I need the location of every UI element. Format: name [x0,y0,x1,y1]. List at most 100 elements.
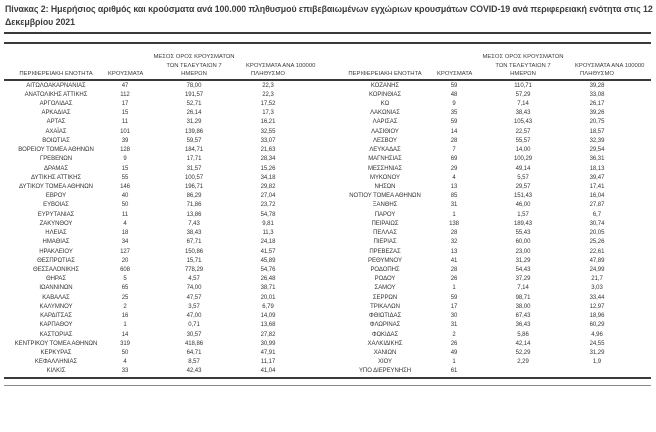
table-row: ΜΥΚΟΝΟΥ 4 5,57 39,47 [333,174,619,183]
avg7-cell: 13,86 [186,211,202,218]
avg7-cell: 7,43 [188,220,200,227]
avg7-cell: 55,43 [515,230,531,237]
avg7-cell: 26,14 [186,110,202,117]
per100k-cell: 18,96 [589,313,605,320]
column-header-per100k-line2: ΠΛΗΘΥΣΜΟ [251,70,285,77]
cases-cell: 28 [450,266,458,273]
cases-cell: 59 [450,294,458,301]
cases-cell: 14 [450,128,458,135]
region-cell: ΘΕΣΣΑΛΟΝΙΚΗΣ [32,266,80,273]
table-row: ΜΕΣΣΗΝΙΑΣ 29 49,14 18,13 [333,164,619,173]
region-cell: ΦΛΩΡΙΝΑΣ [369,322,401,329]
per100k-cell: 17,41 [589,184,605,191]
cases-cell: 61 [450,368,458,375]
region-cell: ΚΑΡΔΙΤΣΑΣ [40,313,72,320]
table-row: ΕΒΡΟΥ 40 86,29 27,04 [4,192,290,201]
cases-cell: 39 [121,137,129,144]
region-cell: ΚΑΡΠΑΘΟΥ [39,322,73,329]
region-cell: ΘΕΣΠΡΩΤΙΑΣ [37,257,75,264]
table-row: ΣΑΜΟΥ 1 7,14 3,03 [333,284,619,293]
region-cell: ΡΟΔΟΠΗΣ [370,266,400,273]
per100k-cell: 20,01 [260,294,276,301]
region-cell: ΓΡΕΒΕΝΩΝ [39,156,73,163]
table-row: ΝΗΣΩΝ 13 29,57 17,41 [333,183,619,192]
cases-cell: 30 [450,313,458,320]
per100k-cell: 54,76 [260,266,276,273]
region-cell: ΚΑΣΤΟΡΙΑΣ [39,331,73,338]
region-cell: ΠΙΕΡΙΑΣ [373,239,397,246]
region-cell: ΑΡΚΑΔΙΑΣ [41,110,71,117]
bottom-rule [4,377,651,380]
avg7-cell: 23,00 [515,248,531,255]
cases-cell: 1 [452,359,456,366]
avg7-cell: 98,71 [515,294,531,301]
region-cell: ΚΙΛΚΙΣ [46,368,66,375]
table-row: ΕΥΒΟΙΑΣ 50 71,86 23,72 [4,201,290,210]
table-header-left: ΠΕΡΙΦΕΡΕΙΑΚΗ ΕΝΟΤΗΤΑ ΚΡΟΥΣΜΑΤΑ ΜΕΣΟΣ ΟΡΟ… [4,45,315,79]
avg7-cell: 4,57 [188,276,200,283]
avg7-cell: 46,00 [515,202,531,209]
table-row: ΙΩΑΝΝΙΝΩΝ 65 74,00 38,71 [4,284,290,293]
per100k-cell: 32,55 [260,128,276,135]
cases-cell: 47 [121,82,129,89]
per100k-cell: 39,47 [589,174,605,181]
table-row: ΗΡΑΚΛΕΙΟΥ 127 150,86 41,57 [4,247,290,256]
table-row: ΠΙΕΡΙΑΣ 32 60,00 25,26 [333,238,619,247]
table-row: ΓΡΕΒΕΝΩΝ 9 17,71 28,34 [4,155,290,164]
cases-cell: 85 [450,193,458,200]
region-cell: ΚΑΒΑΛΑΣ [42,294,70,301]
table-body-right: ΚΟΖΑΝΗΣ 59 110,71 39,28 ΚΟΡΙΝΘΙΑΣ 48 57,29 33,0… [333,82,619,377]
avg7-cell: 67,43 [515,313,531,320]
per100k-cell: 38,71 [260,285,276,292]
table-row: ΚΩ 9 7,14 26,17 [333,100,619,109]
avg7-cell: 8,57 [188,359,200,366]
table-row: ΚΑΒΑΛΑΣ 25 47,57 20,01 [4,294,290,303]
region-cell: ΝΟΤΙΟΥ ΤΟΜΕΑ ΑΘΗΝΩΝ [349,193,421,200]
avg7-cell: 60,00 [515,239,531,246]
table-title: Πίνακας 2: Ημερήσιος αριθμός και κρούσμα… [5,4,653,27]
column-header-region: ΠΕΡΙΦΕΡΕΙΑΚΗ ΕΝΟΤΗΤΑ [348,70,422,77]
per100k-cell: 13,68 [260,322,276,329]
per100k-cell: 39,28 [589,82,605,89]
per100k-cell: 34,18 [260,174,276,181]
avg7-cell: 52,29 [515,349,531,356]
cases-cell: 31 [450,202,458,209]
table-row: ΚΑΡΠΑΘΟΥ 1 0,71 13,68 [4,321,290,330]
cases-cell: 14 [121,331,129,338]
table-row: ΚΙΛΚΙΣ 33 42,43 41,04 [4,367,290,376]
avg7-cell: 42,43 [186,368,202,375]
table-row: ΜΑΓΝΗΣΙΑΣ 69 100,29 36,31 [333,155,619,164]
column-header-cases: ΚΡΟΥΣΜΑΤΑ [437,70,473,77]
region-cell: ΦΘΙΩΤΙΔΑΣ [368,313,402,320]
avg7-cell: 151,43 [513,193,533,200]
table-row: ΛΑΣΙΘΙΟΥ 14 22,57 18,57 [333,128,619,137]
column-header-avg7-line1: ΜΕΣΟΣ ΟΡΟΣ ΚΡΟΥΣΜΑΤΩΝ [153,54,235,61]
per100k-cell: 20,75 [589,119,605,126]
region-cell: ΧΙΟΥ [378,359,392,366]
per100k-cell: 12,97 [589,303,605,310]
avg7-cell: 67,71 [186,239,202,246]
per100k-cell: 30,74 [589,220,605,227]
per100k-cell: 16,04 [589,193,605,200]
region-cell: ΝΗΣΩΝ [374,184,396,191]
avg7-cell: 57,29 [515,91,531,98]
top-rule-1 [4,32,651,34]
cases-cell: 50 [121,349,129,356]
cases-cell: 17 [450,303,458,310]
per100k-cell: 15,26 [260,165,276,172]
region-cell: ΑΡΓΟΛΙΔΑΣ [39,101,73,108]
region-cell: ΕΒΡΟΥ [45,193,67,200]
avg7-cell: 778,29 [184,266,204,273]
avg7-cell: 2,29 [517,359,529,366]
cases-cell: 26 [450,276,458,283]
cases-cell: 1 [123,322,127,329]
region-cell: ΛΑΡΙΣΑΣ [372,119,398,126]
cases-cell: 1 [452,211,456,218]
avg7-cell: 3,57 [188,303,200,310]
column-header-avg7: ΜΕΣΟΣ ΟΡΟΣ ΚΡΟΥΣΜΑΤΩΝ ΤΩΝ ΤΕΛΕΥΤΑΙΩΝ 7 Η… [142,53,246,79]
per100k-cell: 17,3 [262,110,274,117]
per100k-cell: 1,9 [592,359,602,366]
avg7-cell: 1,57 [517,211,529,218]
table-row: ΝΟΤΙΟΥ ΤΟΜΕΑ ΑΘΗΝΩΝ 85 151,43 16,04 [333,192,619,201]
column-header-avg7: ΜΕΣΟΣ ΟΡΟΣ ΚΡΟΥΣΜΑΤΩΝ ΤΩΝ ΤΕΛΕΥΤΑΙΩΝ 7 Η… [471,53,575,79]
